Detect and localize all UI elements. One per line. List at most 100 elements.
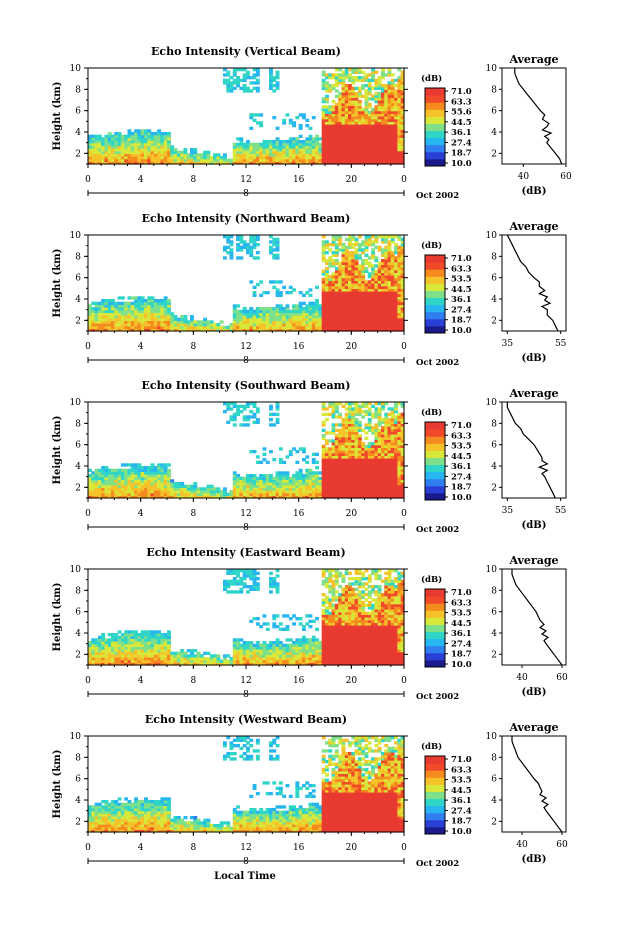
heatmap-cell bbox=[153, 492, 158, 496]
heatmap-cell bbox=[226, 407, 231, 411]
heatmap-cell bbox=[321, 150, 326, 154]
y-tick-label: 10 bbox=[70, 64, 82, 74]
heatmap-cell bbox=[255, 418, 260, 422]
heatmap-cell bbox=[331, 428, 336, 432]
heatmap-cell bbox=[242, 312, 247, 316]
heatmap-cell bbox=[275, 126, 280, 130]
heatmap-cell bbox=[147, 161, 152, 165]
heatmap-cell bbox=[334, 452, 339, 456]
heatmap-cell bbox=[206, 492, 211, 496]
heatmap-cell bbox=[246, 328, 250, 332]
heatmap-cell bbox=[285, 479, 290, 483]
heatmap-cell bbox=[351, 275, 356, 279]
heatmap-cell bbox=[269, 325, 273, 329]
heatmap-cell bbox=[94, 474, 99, 478]
heatmap-cell bbox=[381, 434, 385, 438]
heatmap-cell bbox=[338, 431, 343, 435]
heatmap-cell bbox=[130, 150, 135, 154]
heatmap-cell bbox=[361, 240, 366, 244]
heatmap-cell bbox=[302, 317, 306, 321]
heatmap-cell bbox=[147, 309, 152, 313]
y-tick-label: 2 bbox=[75, 149, 81, 159]
heatmap-cell bbox=[160, 304, 165, 308]
heatmap-cell bbox=[364, 100, 369, 104]
heatmap-cell bbox=[374, 100, 379, 104]
heatmap-cell bbox=[160, 484, 165, 488]
heatmap-cell bbox=[288, 452, 293, 456]
heatmap-cell bbox=[400, 158, 405, 162]
heatmap-cell bbox=[361, 145, 366, 149]
heatmap-cell bbox=[371, 110, 375, 114]
heatmap-cell bbox=[298, 312, 303, 316]
heatmap-cell bbox=[124, 323, 129, 327]
heatmap-cell bbox=[387, 102, 392, 106]
heatmap-cell bbox=[137, 487, 142, 491]
heatmap-cell bbox=[295, 450, 300, 454]
heatmap-cell bbox=[341, 145, 346, 149]
heatmap-cell bbox=[325, 100, 329, 104]
heatmap-cell bbox=[357, 458, 362, 462]
heatmap-cell bbox=[394, 325, 398, 329]
heatmap-cell bbox=[262, 479, 267, 483]
heatmap-cell bbox=[387, 296, 392, 300]
heatmap-cell bbox=[384, 447, 389, 451]
heatmap-cell bbox=[315, 325, 319, 329]
heatmap-cell bbox=[341, 468, 346, 472]
heatmap-cell bbox=[97, 643, 102, 647]
heatmap-cell bbox=[255, 153, 260, 157]
heatmap-cell bbox=[167, 156, 171, 160]
heatmap-cell bbox=[269, 307, 273, 311]
heatmap-cell bbox=[344, 272, 349, 276]
heatmap-cell bbox=[163, 471, 168, 475]
heatmap-cell bbox=[104, 468, 109, 472]
heatmap-cell bbox=[144, 132, 148, 136]
heatmap-cell bbox=[180, 150, 185, 154]
heatmap-cell bbox=[255, 121, 260, 125]
heatmap-cell bbox=[134, 140, 138, 144]
heatmap-cell bbox=[325, 315, 329, 319]
heatmap-cell bbox=[357, 94, 362, 98]
heatmap-cell bbox=[387, 240, 392, 244]
heatmap-cell bbox=[295, 474, 300, 478]
heatmap-cell bbox=[357, 86, 362, 90]
heatmap-cell bbox=[387, 161, 392, 165]
heatmap-cell bbox=[259, 460, 264, 464]
heatmap-cell bbox=[344, 267, 349, 271]
heatmap-cell bbox=[292, 121, 296, 125]
heatmap-cell bbox=[282, 479, 287, 483]
heatmap-cell bbox=[357, 124, 362, 128]
heatmap-cell bbox=[292, 487, 296, 491]
heatmap-cell bbox=[308, 137, 313, 141]
heatmap-cell bbox=[377, 277, 382, 281]
heatmap-cell bbox=[351, 291, 356, 295]
heatmap-cell bbox=[334, 299, 339, 303]
heatmap-cell bbox=[397, 148, 402, 152]
heatmap-cell bbox=[295, 148, 300, 152]
heatmap-cell bbox=[157, 304, 161, 308]
heatmap-cell bbox=[114, 468, 119, 472]
heatmap-cell bbox=[275, 70, 280, 74]
heatmap-cell bbox=[167, 161, 171, 165]
heatmap-cell bbox=[397, 442, 402, 446]
colorbar-swatch bbox=[425, 158, 445, 167]
heatmap-cell bbox=[249, 476, 254, 480]
heatmap-cell bbox=[394, 261, 398, 265]
heatmap-cell bbox=[259, 150, 264, 154]
heatmap-cell bbox=[173, 161, 178, 165]
profile-x-tick-label: 35 bbox=[502, 506, 514, 516]
heatmap-cell bbox=[325, 261, 329, 265]
heatmap-cell bbox=[334, 450, 339, 454]
heatmap-cell bbox=[334, 312, 339, 316]
heatmap-cell bbox=[97, 490, 102, 494]
heatmap-cell bbox=[308, 140, 313, 144]
heatmap-cell bbox=[341, 404, 346, 408]
heatmap-cell bbox=[196, 490, 201, 494]
heatmap-cell bbox=[377, 280, 382, 284]
heatmap-cell bbox=[348, 277, 352, 281]
heatmap-cell bbox=[338, 280, 343, 284]
heatmap-cell bbox=[94, 471, 99, 475]
heatmap-cell bbox=[390, 492, 395, 496]
heatmap-cell bbox=[144, 301, 148, 305]
heatmap-cell bbox=[321, 121, 326, 125]
heatmap-cell bbox=[328, 468, 333, 472]
